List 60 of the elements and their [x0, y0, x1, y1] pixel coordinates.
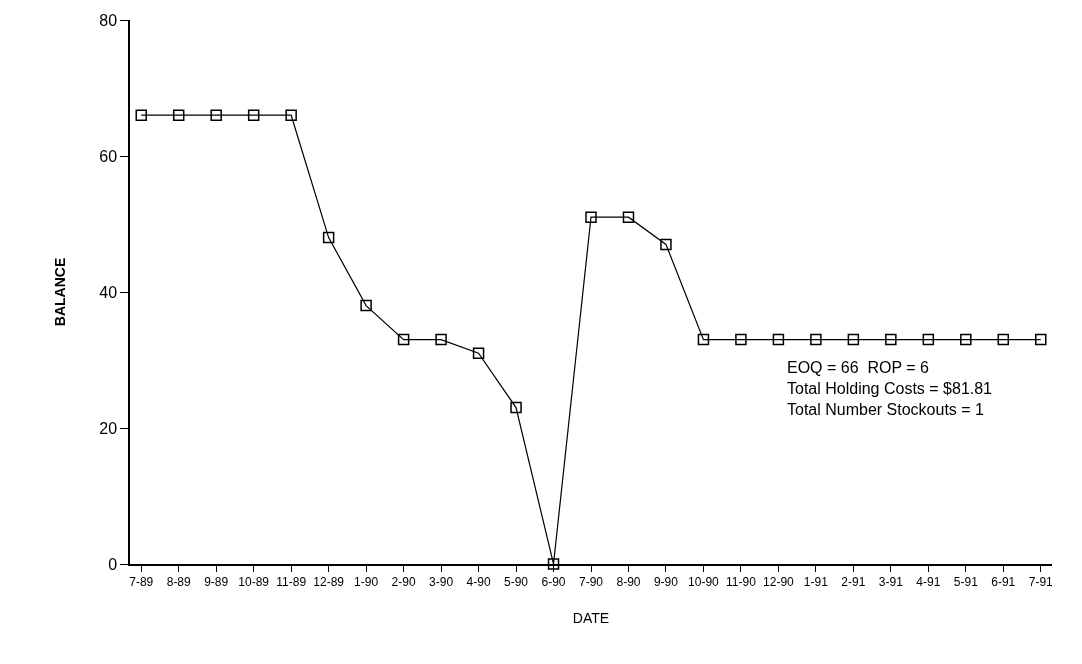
annotation: Total Number Stockouts = 1	[787, 400, 985, 418]
y-tick-label: 20	[99, 419, 118, 437]
x-tick-label: 7-89	[129, 575, 154, 590]
x-tick-label: 8-90	[616, 575, 641, 590]
point	[435, 333, 447, 346]
point	[960, 333, 972, 346]
point	[360, 299, 372, 312]
x-tick-label: 1-91	[803, 575, 829, 590]
y-axis-title: BALANCE	[52, 257, 69, 327]
annotation: Total Holding Costs = $81.81	[787, 379, 993, 397]
x-tick-label: 11-89	[276, 575, 307, 590]
x-tick-label: 2-90	[391, 575, 416, 590]
point	[810, 333, 822, 346]
x-tick-label: 4-91	[916, 575, 941, 590]
x-tick-label: 7-91	[1028, 575, 1054, 590]
point	[622, 211, 635, 223]
x-tick-label: 1-90	[354, 575, 379, 590]
x-tick-label: 9-89	[204, 575, 229, 590]
x-tick-label: 6-90	[541, 575, 566, 590]
x-tick-label: 5-91	[953, 575, 979, 590]
x-tick-label: 3-90	[429, 575, 454, 590]
annotation: EOQ = 66 ROP = 6	[787, 359, 930, 376]
point	[135, 109, 147, 121]
point	[397, 333, 410, 346]
y-tick-label: 0	[108, 555, 118, 573]
point	[322, 231, 335, 244]
x-tick-label: 12-89	[313, 575, 345, 590]
point	[547, 558, 560, 570]
x-tick-label: 2-91	[841, 575, 866, 590]
point	[922, 333, 935, 346]
x-tick-label: 3-91	[878, 575, 904, 590]
point	[210, 109, 222, 121]
x-tick-label: 6-91	[991, 575, 1016, 590]
point	[247, 109, 260, 121]
x-tick-label: 12-90	[763, 575, 795, 590]
point	[997, 333, 1010, 346]
point	[697, 333, 710, 346]
point	[285, 109, 297, 121]
x-tick-label: 4-90	[466, 575, 491, 590]
point	[472, 347, 485, 359]
point	[510, 401, 522, 414]
x-tick-label: 8-89	[166, 575, 192, 590]
point	[585, 211, 597, 223]
x-tick-label: 11-90	[726, 575, 757, 590]
x-tick-label: 10-90	[688, 575, 720, 590]
y-tick-label: 60	[99, 147, 118, 165]
point	[735, 333, 747, 346]
y-tick-label: 80	[99, 11, 118, 29]
y-tick-label: 40	[99, 283, 118, 301]
point	[885, 333, 897, 346]
x-tick-label: 10-89	[238, 575, 270, 590]
x-tick-label: 7-90	[578, 575, 604, 590]
x-tick-label: 5-90	[504, 575, 529, 590]
point	[172, 109, 185, 121]
point	[847, 333, 860, 346]
x-axis-title: DATE	[572, 609, 610, 626]
point	[772, 333, 785, 346]
point	[1035, 333, 1047, 346]
point	[660, 238, 672, 251]
x-tick-label: 9-90	[653, 575, 679, 590]
